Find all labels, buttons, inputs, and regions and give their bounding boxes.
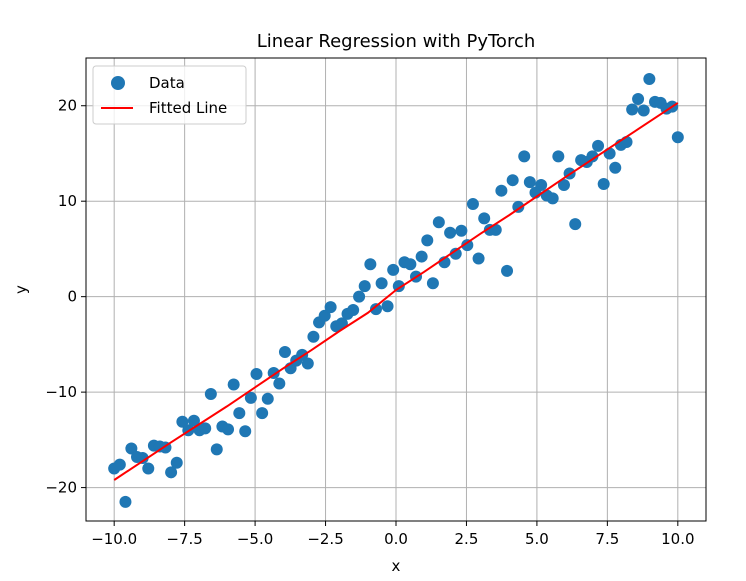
- x-tick-label: −5.0: [237, 530, 273, 548]
- data-point: [518, 150, 531, 163]
- data-point: [466, 198, 479, 211]
- data-point: [142, 462, 155, 475]
- x-tick-label: −7.5: [166, 530, 202, 548]
- data-point: [170, 456, 183, 469]
- data-point: [125, 442, 138, 455]
- data-point: [586, 150, 599, 163]
- data-point: [233, 407, 246, 420]
- data-point: [318, 309, 331, 322]
- data-point: [307, 330, 320, 343]
- legend-label-data: Data: [149, 74, 185, 92]
- data-point: [364, 258, 377, 271]
- data-point: [449, 247, 462, 260]
- data-point: [404, 258, 417, 271]
- data-point: [546, 192, 559, 205]
- fitted-line: [113, 102, 679, 481]
- x-tick-label: 2.5: [455, 530, 479, 548]
- legend-label-fitted-line: Fitted Line: [149, 99, 227, 117]
- legend: Data Fitted Line: [92, 65, 247, 125]
- data-point: [113, 458, 126, 471]
- axis-ticks: −10.0 −7.5 −5.0 −2.5 0.0 2.5 5.0 7.5 10.0 −20 −10 0…: [45, 97, 694, 548]
- y-tick-label: 0: [67, 288, 77, 306]
- data-point: [432, 216, 445, 229]
- data-point: [609, 161, 622, 174]
- legend-marker-data: [111, 76, 125, 90]
- y-tick-label: 20: [58, 97, 77, 115]
- data-point: [119, 495, 132, 508]
- data-point: [176, 415, 189, 428]
- data-point: [136, 451, 149, 464]
- data-point: [426, 277, 439, 290]
- data-point: [523, 176, 536, 189]
- data-point: [552, 150, 565, 163]
- data-point: [222, 423, 235, 436]
- chart-title: Linear Regression with PyTorch: [257, 31, 536, 52]
- legend-box: [92, 65, 247, 125]
- data-point: [301, 357, 314, 370]
- x-tick-label: 10.0: [661, 530, 694, 548]
- data-point: [472, 252, 485, 265]
- data-point: [632, 93, 645, 106]
- data-point: [261, 392, 274, 405]
- y-tick-label: −20: [45, 479, 77, 497]
- x-tick-label: 0.0: [384, 530, 408, 548]
- data-point: [569, 218, 582, 231]
- x-tick-label: −10.0: [91, 530, 137, 548]
- x-tick-label: 5.0: [525, 530, 549, 548]
- data-point: [375, 277, 388, 290]
- data-point: [273, 377, 286, 390]
- y-tick-label: −10: [45, 383, 77, 401]
- y-axis-label: y: [12, 285, 30, 294]
- data-point: [227, 378, 240, 391]
- data-point: [256, 407, 269, 420]
- data-point: [495, 184, 508, 197]
- data-point: [421, 234, 434, 247]
- data-point: [643, 73, 656, 86]
- data-point: [239, 425, 252, 438]
- data-point: [165, 466, 178, 479]
- data-point: [278, 346, 291, 359]
- data-point: [358, 280, 371, 293]
- data-point: [535, 178, 548, 191]
- y-tick-label: 10: [58, 192, 77, 210]
- data-point: [353, 290, 366, 303]
- data-point: [369, 303, 382, 316]
- data-point: [626, 103, 639, 116]
- data-point: [210, 443, 223, 456]
- data-point: [244, 391, 257, 404]
- data-point: [592, 139, 605, 152]
- data-point: [478, 212, 491, 225]
- data-point: [415, 250, 428, 263]
- data-point: [347, 304, 360, 317]
- data-point: [637, 104, 650, 117]
- x-tick-label: −2.5: [307, 530, 343, 548]
- data-point: [455, 224, 468, 237]
- data-point: [335, 317, 348, 330]
- data-point: [387, 263, 400, 276]
- data-point: [461, 239, 474, 252]
- plot-data: [108, 73, 684, 508]
- data-point: [199, 422, 212, 435]
- data-point: [671, 131, 684, 144]
- data-point: [506, 174, 519, 187]
- data-point: [597, 178, 610, 191]
- data-point: [603, 147, 616, 160]
- x-tick-label: 7.5: [595, 530, 619, 548]
- data-point: [187, 414, 200, 427]
- data-point: [204, 388, 217, 401]
- data-point: [250, 367, 263, 380]
- data-point: [324, 301, 337, 314]
- data-point: [501, 264, 514, 277]
- data-point: [444, 226, 457, 239]
- data-point: [381, 300, 394, 313]
- data-point: [557, 178, 570, 191]
- x-axis-label: x: [392, 557, 401, 575]
